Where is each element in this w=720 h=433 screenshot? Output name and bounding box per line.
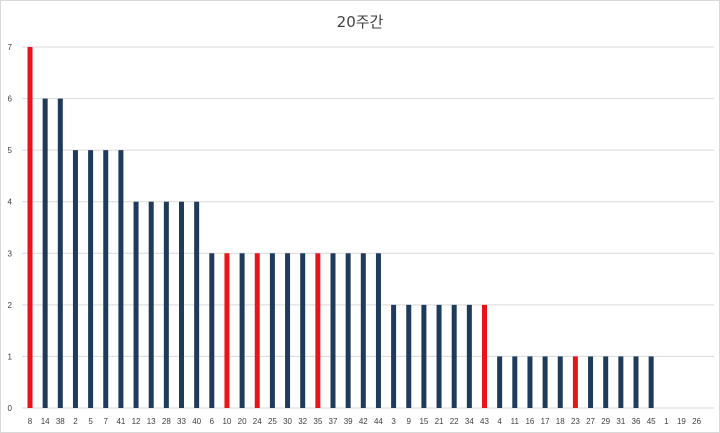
x-tick-label: 25 [268,417,277,426]
x-tick-label: 8 [28,417,33,426]
bar-30 [285,253,291,408]
y-tick-label: 2 [8,301,13,310]
bar-6 [209,253,215,408]
x-tick-label: 31 [616,417,625,426]
bar-24 [254,253,260,408]
bar-39 [345,253,351,408]
x-tick-label: 26 [692,417,701,426]
chart-title: 20주간 [336,13,384,31]
x-tick-label: 24 [253,417,262,426]
x-tick-label: 10 [222,417,231,426]
bar-42 [360,253,366,408]
bar-29 [603,356,609,408]
bar-10 [224,253,230,408]
bar-3 [391,304,397,408]
y-tick-label: 3 [8,249,13,258]
bar-27 [588,356,594,408]
y-tick-label: 5 [8,146,13,155]
y-tick-label: 4 [8,198,13,207]
x-tick-label: 15 [419,417,428,426]
x-tick-label: 6 [210,417,215,426]
x-tick-label: 4 [497,417,502,426]
x-tick-label: 32 [298,417,307,426]
x-tick-label: 37 [329,417,338,426]
bar-34 [466,304,472,408]
x-tick-label: 9 [407,417,412,426]
bar-22 [451,304,457,408]
bar-16 [527,356,533,408]
bar-12 [133,201,139,408]
y-tick-label: 1 [8,352,13,361]
bar-40 [194,201,200,408]
bar-33 [179,201,184,408]
bar-8 [27,47,33,408]
x-tick-label: 41 [116,417,125,426]
x-tick-label: 20 [238,417,247,426]
x-tick-label: 13 [147,417,156,426]
x-tick-label: 17 [541,417,550,426]
y-tick-label: 0 [8,404,13,413]
bar-18 [557,356,563,408]
x-tick-label: 22 [450,417,459,426]
x-tick-label: 29 [601,417,610,426]
bar-37 [330,253,336,408]
bar-41 [118,150,124,408]
x-tick-label: 7 [104,417,109,426]
x-tick-label: 38 [56,417,65,426]
x-tick-label: 14 [41,417,50,426]
bar-23 [572,356,578,408]
x-tick-label: 42 [359,417,368,426]
bar-31 [618,356,624,408]
x-tick-label: 33 [177,417,186,426]
bar-7 [103,150,109,408]
bar-21 [436,304,442,408]
x-tick-label: 30 [283,417,292,426]
bar-45 [648,356,654,408]
bar-38 [57,98,63,408]
bar-36 [633,356,639,408]
x-tick-label: 45 [647,417,656,426]
bar-5 [88,150,94,408]
x-tick-label: 12 [132,417,141,426]
bar-15 [421,304,427,408]
x-tick-label: 19 [677,417,686,426]
bar-20 [239,253,245,408]
x-tick-label: 35 [313,417,322,426]
bar-4 [497,356,503,408]
bar-13 [148,201,154,408]
x-tick-label: 1 [664,417,669,426]
x-tick-label: 18 [556,417,565,426]
x-tick-label: 40 [192,417,201,426]
x-tick-label: 23 [571,417,580,426]
bar-35 [315,253,321,408]
bar-43 [482,304,487,408]
x-tick-label: 28 [162,417,171,426]
x-tick-label: 43 [480,417,489,426]
bar-14 [42,98,48,408]
x-tick-label: 2 [73,417,78,426]
bar-11 [512,356,518,408]
x-tick-label: 5 [88,417,93,426]
bar-9 [406,304,412,408]
x-tick-label: 44 [374,417,383,426]
bar-28 [163,201,169,408]
bar-44 [375,253,381,408]
x-tick-label: 21 [435,417,444,426]
bar-32 [300,253,306,408]
bar-25 [269,253,275,408]
y-tick-label: 7 [8,43,13,52]
bar-17 [542,356,548,408]
x-tick-label: 36 [632,417,641,426]
x-tick-label: 34 [465,417,474,426]
x-tick-label: 3 [391,417,396,426]
y-tick-label: 6 [8,95,13,104]
x-tick-label: 16 [525,417,534,426]
bar-2 [72,150,78,408]
x-tick-label: 27 [586,417,595,426]
x-tick-label: 11 [511,417,520,426]
x-tick-label: 39 [344,417,353,426]
